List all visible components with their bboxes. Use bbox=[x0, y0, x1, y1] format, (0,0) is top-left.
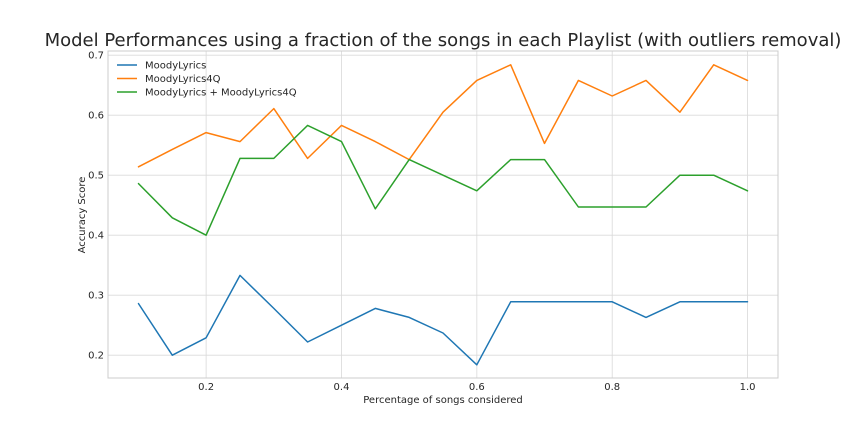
legend-label: MoodyLyrics4Q bbox=[145, 74, 221, 85]
x-tick-label: 1.0 bbox=[740, 382, 756, 393]
y-tick-label: 0.4 bbox=[88, 231, 104, 242]
y-tick-label: 0.2 bbox=[88, 351, 104, 362]
y-tick-label: 0.7 bbox=[88, 51, 104, 62]
y-tick-label: 0.6 bbox=[88, 111, 104, 122]
y-tick-label: 0.5 bbox=[88, 171, 104, 182]
x-axis-label: Percentage of songs considered bbox=[363, 395, 523, 406]
legend-label: MoodyLyrics bbox=[145, 61, 206, 72]
grid-lines bbox=[108, 51, 778, 378]
chart-title: Model Performances using a fraction of t… bbox=[45, 30, 842, 51]
y-axis-label: Accuracy Score bbox=[77, 177, 88, 254]
legend-label: MoodyLyrics + MoodyLyrics4Q bbox=[145, 88, 297, 99]
x-tick-label: 0.2 bbox=[198, 382, 214, 393]
tick-labels: 0.2 0.4 0.6 0.8 1.0 0.2 0.3 0.4 0.5 0.6 0.7 bbox=[88, 51, 755, 393]
series-line-0 bbox=[137, 274, 749, 366]
x-tick-label: 0.6 bbox=[469, 382, 485, 393]
x-tick-label: 0.8 bbox=[604, 382, 620, 393]
x-tick-label: 0.4 bbox=[334, 382, 350, 393]
legend: MoodyLyrics MoodyLyrics4Q MoodyLyrics + Mo… bbox=[117, 61, 297, 99]
series-line-1 bbox=[137, 64, 749, 168]
series-line-2 bbox=[137, 124, 749, 236]
plot-area bbox=[107, 50, 779, 379]
y-tick-label: 0.3 bbox=[88, 291, 104, 302]
series-lines bbox=[137, 64, 749, 366]
